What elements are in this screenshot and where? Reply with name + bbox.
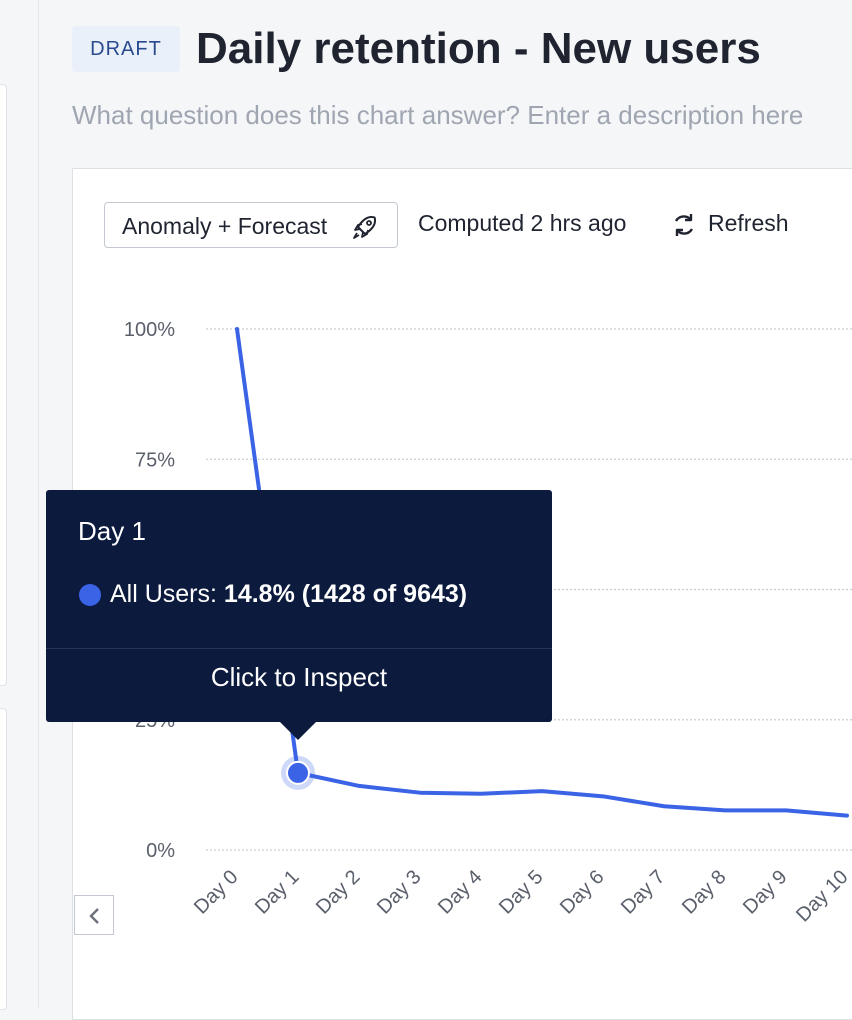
- refresh-button[interactable]: Refresh: [708, 210, 789, 236]
- tooltip-series-label: All Users:: [110, 580, 217, 608]
- x-tick-label: Day 8: [678, 866, 731, 919]
- chart-tooltip: Day 1 All Users: 14.8% (1428 of 9643) Cl…: [46, 490, 552, 740]
- x-tick-label: Day 7: [617, 866, 670, 919]
- tooltip-divider: [46, 648, 552, 649]
- scroll-left-button[interactable]: [74, 895, 114, 935]
- computed-status: Computed 2 hrs ago: [418, 210, 627, 236]
- refresh-icon[interactable]: [670, 211, 698, 239]
- anomaly-forecast-button[interactable]: Anomaly + Forecast: [104, 202, 398, 248]
- tooltip-title: Day 1: [78, 516, 146, 546]
- chevron-left-icon: [89, 908, 99, 924]
- description-input[interactable]: What question does this chart answer? En…: [72, 100, 804, 130]
- draft-badge: DRAFT: [72, 26, 180, 72]
- rocket-icon: [353, 216, 376, 239]
- page-title[interactable]: Daily retention - New users: [196, 24, 761, 73]
- y-tick-label: 0%: [146, 840, 175, 862]
- tooltip-arrow: [280, 722, 316, 740]
- tooltip-series-row: All Users: 14.8% (1428 of 9643): [110, 580, 467, 609]
- anomaly-forecast-label: Anomaly + Forecast: [122, 213, 328, 239]
- sidebar-card[interactable]: [0, 84, 7, 686]
- y-tick-label: 100%: [124, 319, 175, 341]
- x-tick-label: Day 9: [739, 866, 792, 919]
- series-line: [235, 327, 849, 818]
- x-tick-label: Day 3: [373, 866, 426, 919]
- x-tick-label: Day 0: [190, 866, 243, 919]
- data-point: [286, 760, 310, 785]
- x-tick-label: Day 2: [312, 866, 365, 919]
- chart-header: DRAFT Daily retention - New users: [72, 24, 852, 74]
- x-tick-label: Day 4: [434, 866, 487, 919]
- click-to-inspect-button[interactable]: Click to Inspect: [210, 662, 388, 692]
- x-tick-label: Day 5: [495, 866, 548, 919]
- x-tick-label: Day 1: [251, 866, 304, 919]
- y-tick-label: 75%: [135, 449, 175, 471]
- tooltip-value: 14.8% (1428 of 9643): [223, 580, 468, 608]
- series-color-dot: [79, 584, 101, 606]
- x-tick-label: Day 10: [792, 866, 852, 926]
- left-rail: [0, 0, 39, 1010]
- x-tick-label: Day 6: [556, 866, 609, 919]
